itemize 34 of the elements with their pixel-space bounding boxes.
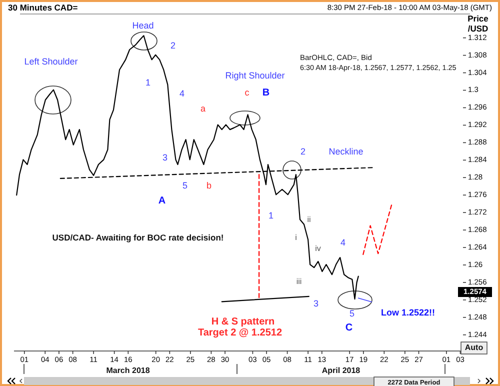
text: March 2018	[106, 366, 150, 376]
annotation: 5	[349, 308, 355, 318]
annotation: iii	[296, 277, 302, 286]
annotation: C	[345, 322, 353, 334]
annotation: H & S pattern	[211, 316, 275, 328]
annotation: Target 2 @ 1.2512	[198, 328, 282, 339]
annotation: 2	[170, 40, 176, 50]
annotation: 1	[268, 210, 274, 220]
annotation: B	[262, 88, 270, 99]
annotation: Head	[132, 20, 154, 30]
annotation: 4	[340, 237, 346, 248]
annotation: 3	[313, 298, 319, 308]
annotation: 5	[182, 180, 188, 190]
line-series	[362, 202, 393, 256]
annotation: iv	[315, 244, 321, 254]
text: Auto	[464, 343, 484, 352]
annotation: 4	[179, 88, 185, 98]
annotation: Left Shoulder	[24, 56, 78, 66]
annotation: c	[244, 87, 250, 98]
annotation: a	[200, 103, 206, 114]
text: April 2018	[322, 366, 361, 376]
annotation: 1	[145, 77, 151, 88]
annotation: i	[295, 233, 298, 242]
annotation: USD/CAD- Awaiting for BOC rate decision!	[52, 232, 224, 242]
annotation: A	[158, 196, 166, 207]
y-axis-title: Price /USD	[468, 13, 489, 34]
annotation: Right Shoulder	[225, 70, 285, 80]
annotation: 3	[162, 152, 168, 162]
annotation: Low 1.2522!!	[380, 307, 436, 318]
chart-title: 30 Minutes CAD=	[8, 2, 78, 12]
annotation: 2	[300, 146, 306, 156]
annotation: ii	[307, 215, 311, 224]
annotation: Neckline	[328, 146, 364, 156]
annotation: b	[206, 180, 212, 190]
